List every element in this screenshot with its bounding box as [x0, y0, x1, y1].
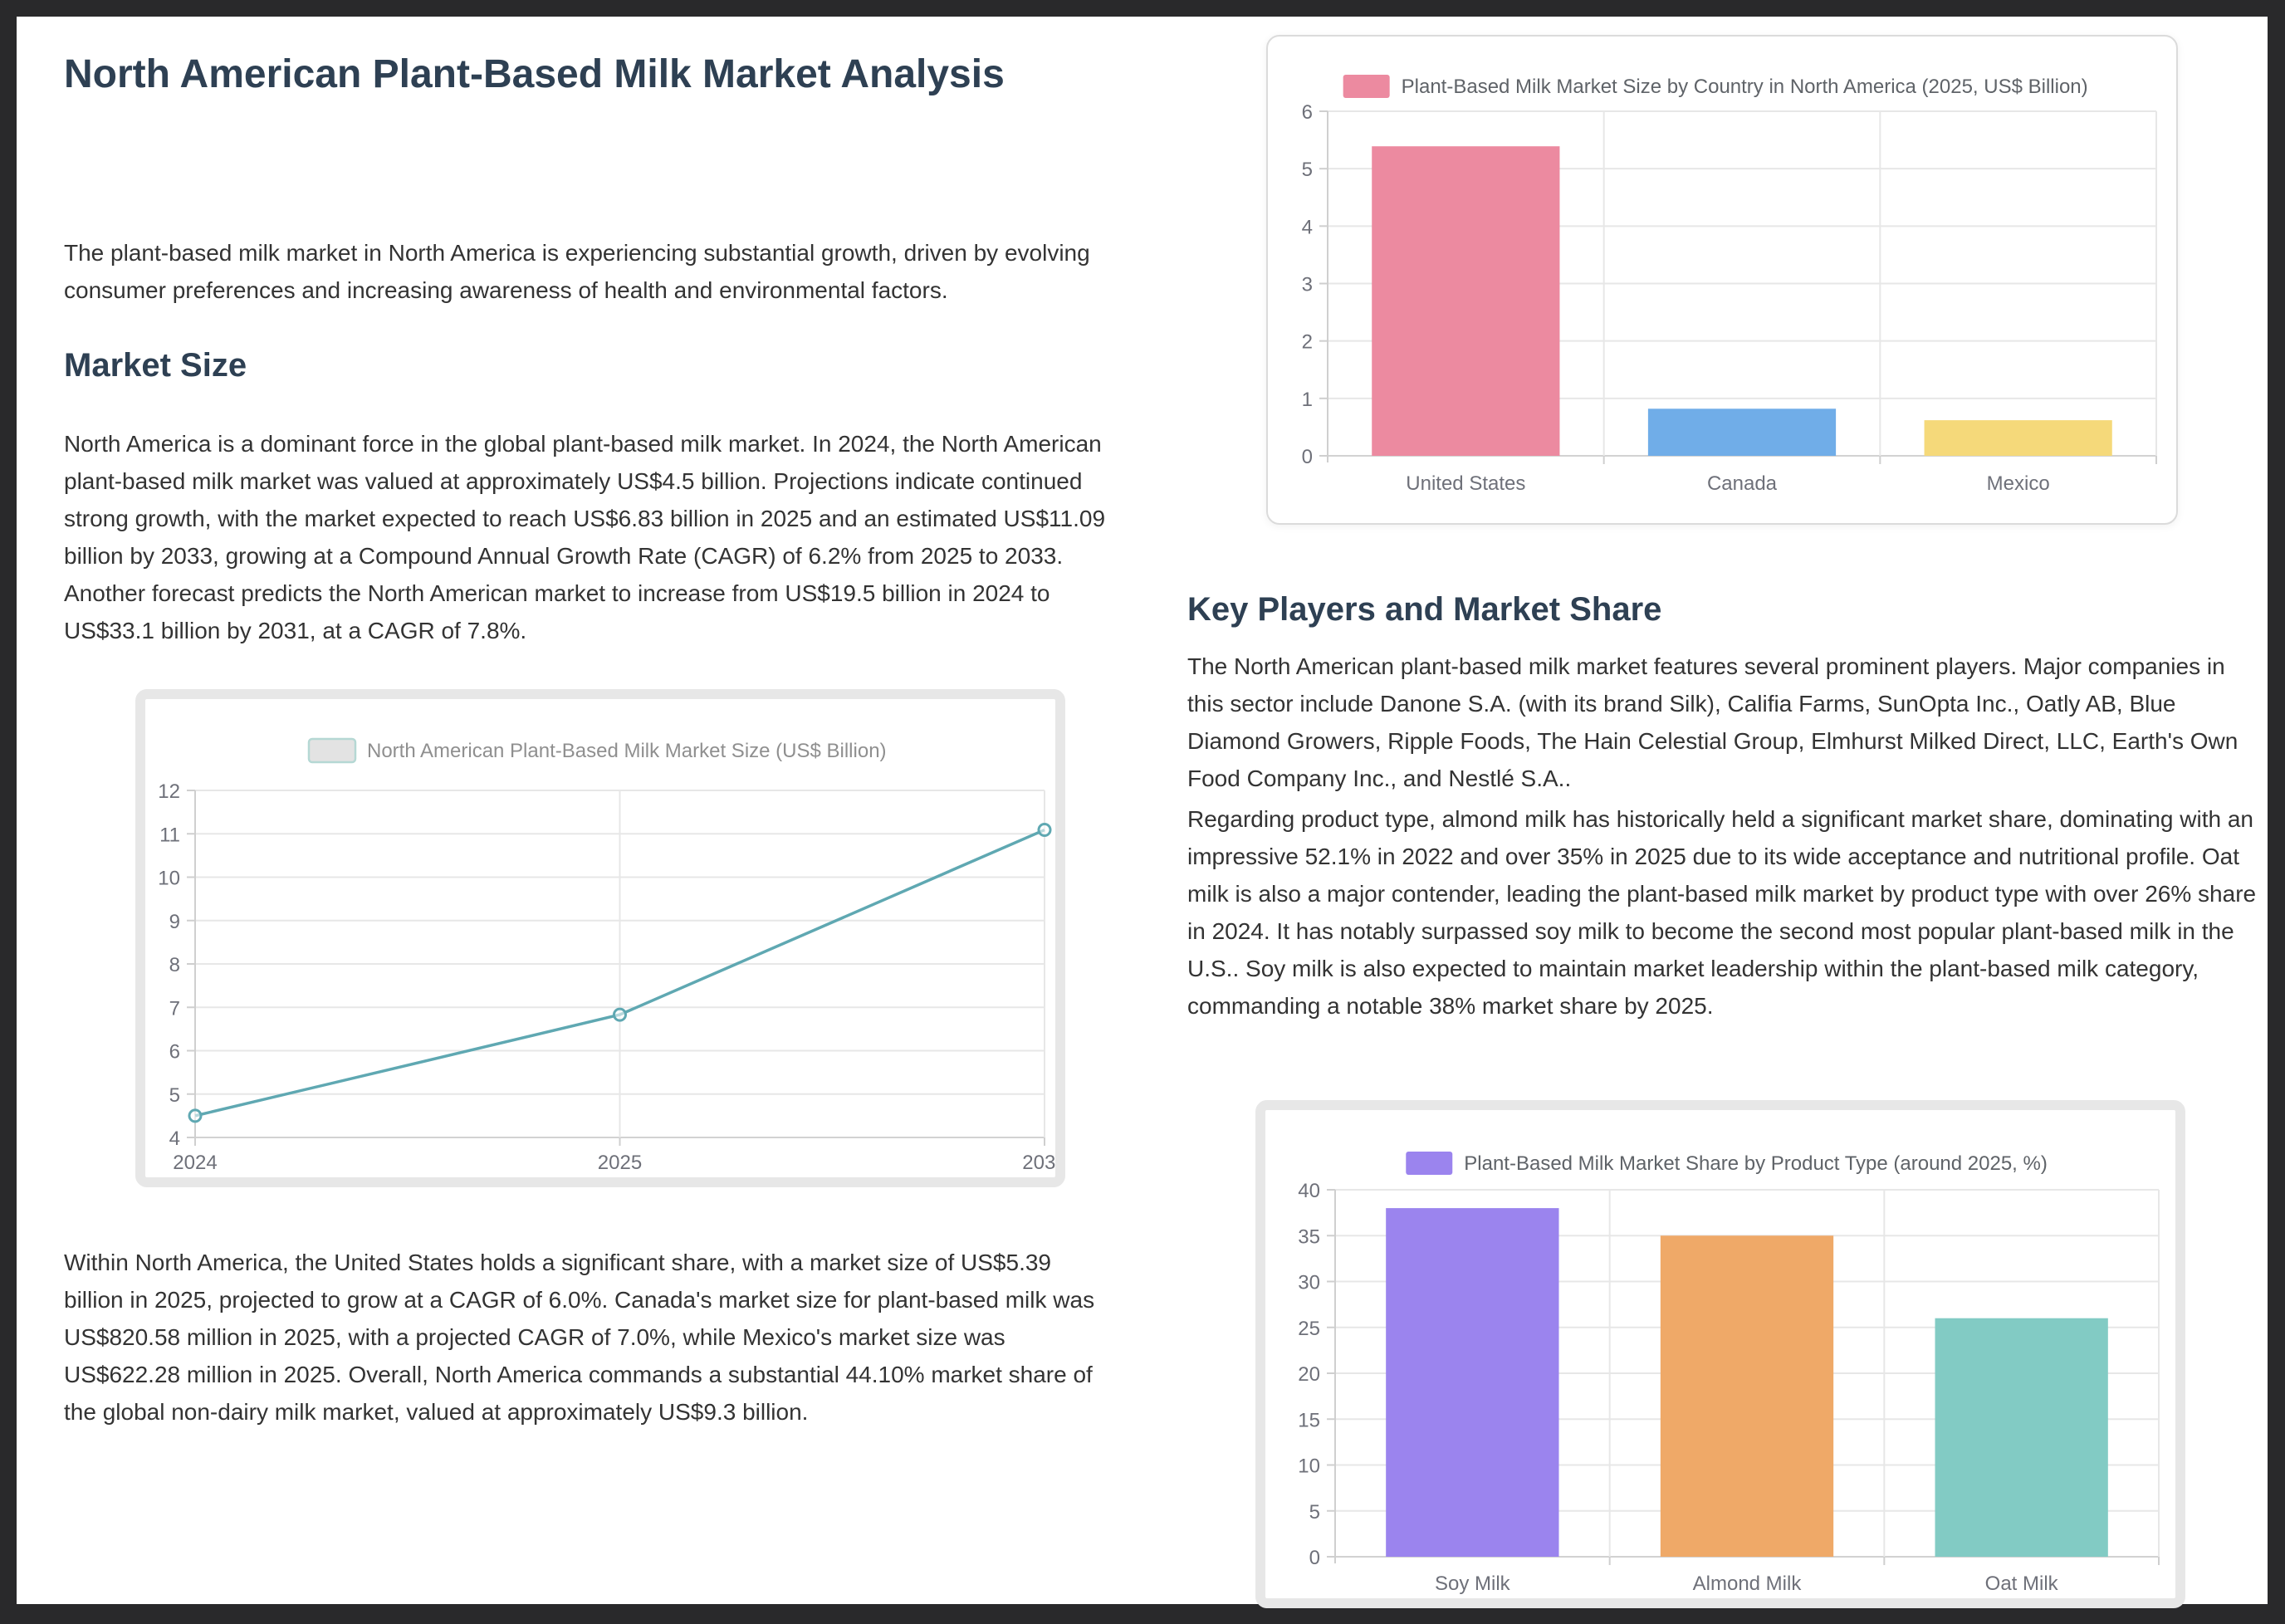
- y-tick-label: 10: [158, 868, 180, 890]
- x-category-label: 2033: [1022, 1152, 1055, 1174]
- y-tick-label: 6: [169, 1041, 180, 1064]
- legend-label: North American Plant-Based Milk Market S…: [367, 740, 887, 762]
- y-tick-label: 5: [1302, 159, 1313, 181]
- y-tick-label: 20: [1298, 1363, 1320, 1386]
- y-tick-label: 2: [1302, 331, 1313, 354]
- bar: [1660, 1235, 1834, 1557]
- y-tick-label: 12: [158, 780, 180, 803]
- key-players-heading: Key Players and Market Share: [1187, 591, 1662, 628]
- report-page: North American Plant-Based Milk Market A…: [17, 17, 2268, 1608]
- x-category-label: Canada: [1707, 472, 1778, 495]
- x-category-label: Mexico: [1987, 472, 2050, 495]
- y-tick-label: 11: [159, 824, 180, 846]
- y-tick-label: 15: [1298, 1409, 1320, 1431]
- data-point-marker: [613, 1007, 627, 1022]
- page-title: North American Plant-Based Milk Market A…: [64, 52, 1005, 96]
- y-tick-label: 1: [1302, 389, 1313, 411]
- bar: [1924, 420, 2112, 456]
- market-size-paragraph-2: Within North America, the United States …: [64, 1250, 1095, 1425]
- market-size-paragraph-1: North America is a dominant force in the…: [64, 431, 1106, 643]
- y-tick-label: 40: [1298, 1180, 1320, 1202]
- intro-paragraph: The plant-based milk market in North Ame…: [64, 240, 1090, 303]
- y-tick-label: 4: [169, 1128, 180, 1150]
- bar: [1386, 1208, 1559, 1557]
- bar: [1647, 408, 1837, 456]
- data-point-marker: [1037, 823, 1052, 838]
- market-size-line-chart: 4 5 6 7 8 9 10 11 12 2024 2025 2033 North American P…: [135, 689, 1067, 1187]
- product-share-bar-chart: 0 5 10 15 20 25 30 35 40 Soy Milk Almond Milk Oat M…: [1255, 1100, 2185, 1608]
- y-tick-label: 5: [1309, 1501, 1320, 1524]
- legend-swatch: [307, 737, 357, 764]
- y-tick-label: 25: [1298, 1318, 1320, 1340]
- x-category-label: Almond Milk: [1693, 1573, 1803, 1595]
- x-category-label: Oat Milk: [1985, 1573, 2059, 1595]
- y-tick-label: 0: [1309, 1547, 1320, 1569]
- market-size-heading: Market Size: [64, 347, 247, 384]
- y-tick-label: 35: [1298, 1225, 1320, 1248]
- y-tick-label: 8: [169, 954, 180, 976]
- key-players-paragraph-2: Regarding product type, almond milk has …: [1187, 806, 2257, 1019]
- country-bar-chart: 0 1 2 3 4 5 6 United States Canada Mexico Plant-Ba…: [1266, 35, 2178, 525]
- x-category-label: 2024: [173, 1152, 217, 1174]
- market-size-line-svg: 4 5 6 7 8 9 10 11 12 2024 2025 2033 North American P…: [158, 737, 1067, 1174]
- y-tick-label: 9: [169, 911, 180, 933]
- y-tick-label: 6: [1302, 101, 1313, 124]
- y-tick-label: 7: [169, 997, 180, 1020]
- x-category-label: United States: [1406, 472, 1525, 495]
- data-point-marker: [188, 1108, 203, 1123]
- legend-swatch: [1406, 1152, 1453, 1175]
- y-tick-label: 4: [1302, 216, 1313, 238]
- y-tick-label: 10: [1298, 1455, 1320, 1478]
- bar: [1372, 146, 1560, 457]
- y-tick-label: 0: [1302, 446, 1313, 468]
- x-category-label: Soy Milk: [1435, 1573, 1511, 1595]
- legend-swatch: [1343, 75, 1390, 98]
- legend-label: Plant-Based Milk Market Share by Product…: [1464, 1152, 2048, 1175]
- key-players-paragraph-1: The North American plant-based milk mark…: [1187, 653, 2239, 791]
- product-share-bar-svg: 0 5 10 15 20 25 30 35 40 Soy Milk Almond Milk Oat M…: [1298, 1152, 2160, 1595]
- y-tick-label: 30: [1298, 1272, 1320, 1294]
- x-category-label: 2025: [598, 1152, 642, 1174]
- country-bar-svg: 0 1 2 3 4 5 6 United States Canada Mexico Plant-Ba…: [1302, 75, 2157, 495]
- y-tick-label: 3: [1302, 274, 1313, 296]
- y-tick-label: 5: [169, 1084, 180, 1107]
- bar: [1935, 1318, 2108, 1557]
- legend-label: Plant-Based Milk Market Size by Country …: [1402, 76, 2088, 98]
